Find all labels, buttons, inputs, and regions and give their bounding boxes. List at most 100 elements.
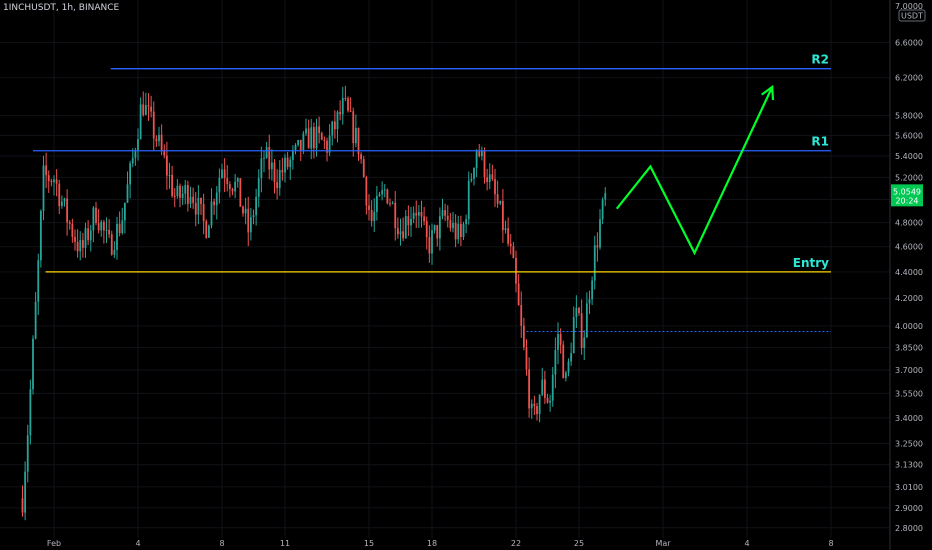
candle-body [564, 372, 567, 379]
candle-body [71, 223, 74, 237]
candle-body [168, 174, 171, 176]
candle-body [580, 313, 583, 348]
candle-body [236, 178, 239, 182]
candle-body [213, 201, 216, 206]
candle-body [601, 199, 604, 220]
candle-body [520, 305, 523, 326]
candle-body [347, 98, 349, 111]
candle-body [68, 222, 71, 224]
candle-body [45, 165, 48, 176]
candle-body [554, 350, 557, 375]
candle-body [433, 225, 436, 231]
candle-body [318, 126, 321, 133]
candle-body [131, 157, 134, 164]
candle-body [562, 344, 565, 379]
candle-body [373, 211, 376, 222]
candle-body [297, 139, 300, 145]
candle-body [412, 212, 415, 219]
candle-body [596, 245, 599, 248]
candle-body [218, 177, 221, 193]
candle-body [24, 471, 27, 513]
price-tick-label: 5.2000 [895, 173, 923, 182]
price-tick-label: 4.2000 [895, 294, 923, 303]
candle-body [494, 179, 496, 195]
candle-body [378, 194, 381, 196]
candle-body [423, 216, 426, 222]
candle-body [323, 139, 326, 141]
candle-body [475, 150, 478, 169]
candle-body [184, 185, 187, 194]
candle-body [585, 303, 588, 338]
candle-body [273, 162, 276, 183]
candle-body [428, 237, 431, 254]
candle-body [113, 249, 116, 255]
candle-body [139, 104, 142, 140]
candle-body [37, 260, 40, 302]
candle-body [570, 353, 573, 362]
candle-body [95, 207, 97, 224]
candle-body [221, 169, 223, 178]
price-tick-label: 3.1300 [895, 461, 923, 470]
candle-body [194, 202, 197, 215]
time-axis: Feb 4 8 11 15 18 22 25 Mar 4 8 [47, 539, 834, 548]
candle-body [268, 147, 271, 170]
candle-body [189, 196, 192, 204]
candle-body [549, 400, 552, 403]
candle-body [536, 406, 538, 415]
candle-body [530, 403, 533, 409]
candle-body [257, 178, 260, 197]
candle-body [281, 170, 284, 173]
time-tick-label: 15 [364, 539, 374, 548]
candle-body [394, 202, 397, 229]
candle-body [97, 223, 100, 231]
candle-body [74, 236, 76, 242]
candle-body [129, 163, 132, 185]
candle-body [207, 225, 210, 238]
candle-body [415, 212, 418, 216]
candle-body [291, 149, 294, 160]
level-label-entry: Entry [793, 256, 829, 270]
candle-body [420, 211, 423, 217]
candle-body [591, 280, 594, 300]
candle-body [528, 369, 531, 409]
price-tick-label: 2.8000 [895, 524, 923, 533]
candle-body [29, 389, 32, 436]
symbol-label: 1INCHUSDT, 1h, BINANCE [3, 3, 120, 13]
candle-body [438, 216, 441, 239]
candle-body [249, 217, 252, 233]
candle-body [407, 216, 410, 226]
candle-body [431, 230, 433, 254]
candle-body [286, 157, 289, 168]
price-tick-label: 3.7000 [895, 366, 923, 375]
candle-body [515, 257, 517, 284]
projection-arrowhead [761, 84, 775, 100]
countdown-label: 20:24 [895, 196, 918, 205]
candle-body [181, 193, 184, 198]
candle-body [137, 139, 139, 151]
candle-body [567, 361, 570, 373]
candle-body [21, 498, 24, 513]
time-tick-label: 25 [574, 539, 584, 548]
candle-body [522, 325, 525, 348]
candle-body [173, 195, 176, 197]
candle-body [179, 185, 181, 198]
candle-body [176, 185, 179, 197]
candle-body [496, 194, 499, 204]
price-tick-label: 4.4000 [895, 268, 923, 277]
candle-body [81, 240, 84, 248]
projection [615, 84, 775, 256]
time-tick-label: 22 [511, 539, 521, 548]
candle-body [501, 200, 504, 231]
candle-body [525, 347, 528, 370]
candle-body [202, 203, 205, 222]
projection-path [615, 86, 774, 256]
price-tick-label: 6.2000 [895, 74, 923, 83]
candle-body [160, 134, 163, 151]
candle-body [121, 220, 124, 234]
candle-body [449, 220, 452, 229]
candle-body [289, 159, 292, 168]
candle-body [328, 135, 331, 153]
candle-body [365, 176, 368, 206]
candle-body [541, 379, 544, 395]
